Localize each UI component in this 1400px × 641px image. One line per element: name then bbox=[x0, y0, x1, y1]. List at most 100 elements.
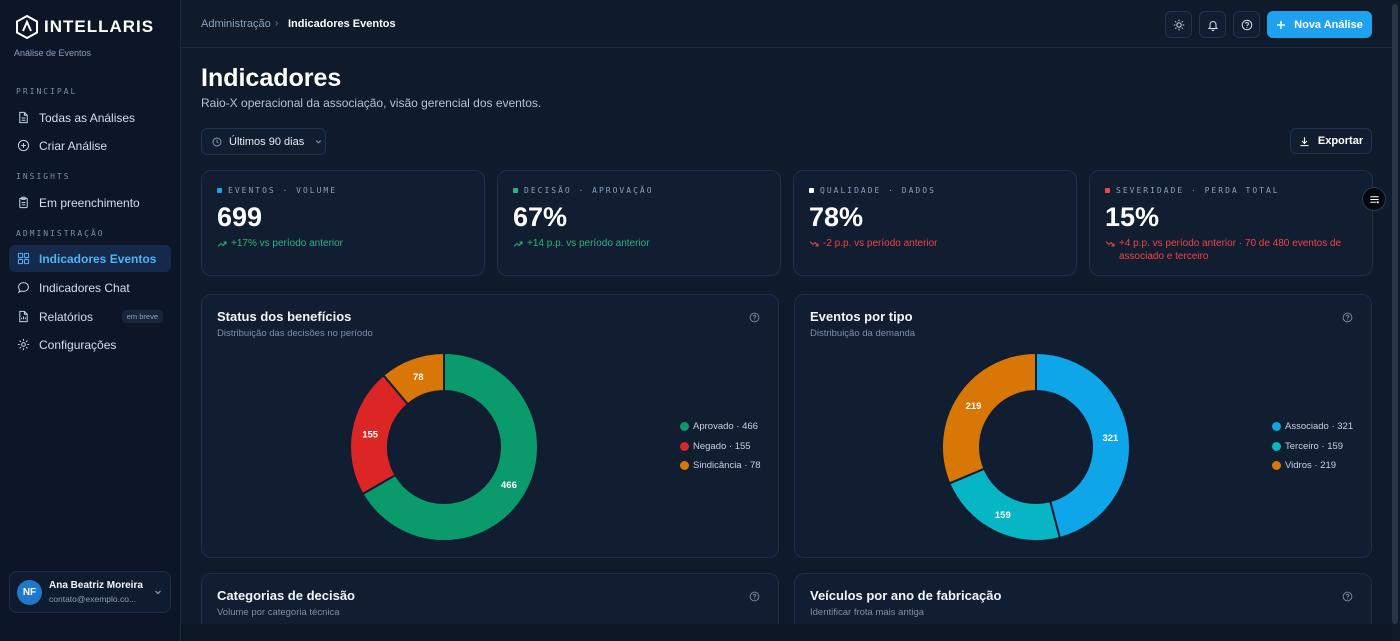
sidebar-item-em-preenchimento[interactable]: Em preenchimento bbox=[9, 189, 171, 216]
kpi-dot bbox=[513, 188, 518, 193]
donut-slice-vidros[interactable] bbox=[941, 352, 1037, 485]
export-button[interactable]: Exportar bbox=[1290, 128, 1372, 154]
sidebar-item-indicadores-chat[interactable]: Indicadores Chat bbox=[9, 274, 171, 301]
document-icon bbox=[19, 111, 28, 124]
legend-swatch bbox=[1272, 461, 1281, 471]
clipboard-icon bbox=[19, 196, 28, 209]
kpi-card-severidade: SEVERIDADE · PERDA TOTAL 15% +4 p.p. vs … bbox=[1089, 170, 1373, 276]
legend-label: Associado · 321 bbox=[1285, 421, 1354, 433]
legend-swatch bbox=[680, 461, 689, 471]
sidebar-item-label: Em preenchimento bbox=[39, 195, 140, 210]
slice-value-label: 219 bbox=[966, 401, 982, 412]
legend-item[interactable]: Vidros · 219 bbox=[1272, 456, 1353, 476]
legend-label: Terceiro · 159 bbox=[1285, 440, 1344, 452]
panel-title: Veículos por ano de fabricação bbox=[810, 588, 1002, 603]
top-header: Administração › Indicadores Eventos Nova… bbox=[181, 0, 1400, 48]
sidebar-item-label: Todas as Análises bbox=[39, 110, 136, 125]
new-analysis-label: Nova Análise bbox=[1294, 18, 1363, 31]
kpi-delta: +14 p.p. vs período anterior bbox=[527, 238, 650, 249]
legend-item[interactable]: Sindicância · 78 bbox=[680, 456, 761, 476]
user-name: Ana Beatriz Moreira bbox=[49, 580, 143, 591]
donut-slice-sindicância[interactable] bbox=[381, 352, 445, 406]
user-email: contato@exemplo.co... bbox=[49, 594, 137, 604]
sidebar-item-label: Configurações bbox=[39, 337, 117, 352]
kpi-value: 15% bbox=[1105, 202, 1160, 232]
user-menu[interactable]: NF Ana Beatriz Moreira contato@exemplo.c… bbox=[9, 571, 171, 613]
chat-icon bbox=[17, 282, 29, 294]
panel-subtitle: Distribuição da demanda bbox=[810, 328, 916, 339]
kpi-delta-wrap: +17% vs período anterior bbox=[217, 237, 464, 250]
donut-chart-tipo: 321 159 219 bbox=[941, 352, 1131, 542]
kpi-label: EVENTOS · VOLUME bbox=[228, 186, 338, 195]
intellaris-logo-icon bbox=[16, 15, 38, 39]
help-icon[interactable] bbox=[749, 591, 760, 602]
panel-subtitle: Identificar frota mais antiga bbox=[810, 607, 925, 618]
slice-value-label: 321 bbox=[1102, 433, 1119, 444]
sidebar-item-relatorios[interactable]: Relatórios em breve bbox=[9, 303, 171, 330]
notifications-button[interactable] bbox=[1199, 11, 1226, 38]
help-icon[interactable] bbox=[749, 312, 760, 323]
slice-value-label: 155 bbox=[362, 430, 379, 441]
plus-icon bbox=[1277, 20, 1286, 29]
kpi-value: 78% bbox=[809, 202, 864, 232]
legend-label: Vidros · 219 bbox=[1285, 460, 1337, 472]
sidebar-item-configuracoes[interactable]: Configurações bbox=[9, 331, 171, 358]
legend-item[interactable]: Associado · 321 bbox=[1272, 417, 1353, 437]
kpi-label: DECISÃO · APROVAÇÃO bbox=[524, 186, 654, 195]
chart-legend: Aprovado · 466 Negado · 155 Sindicância · … bbox=[680, 417, 761, 476]
period-value: Últimos 90 dias bbox=[229, 135, 305, 148]
filters-fab[interactable] bbox=[1362, 187, 1386, 211]
sidebar-item-todas-analises[interactable]: Todas as Análises bbox=[9, 104, 171, 131]
period-select[interactable]: Últimos 90 dias bbox=[201, 128, 326, 155]
legend-swatch bbox=[1272, 422, 1281, 432]
slice-value-label: 466 bbox=[501, 480, 517, 491]
legend-swatch bbox=[680, 441, 689, 451]
legend-label: Negado · 155 bbox=[693, 440, 751, 452]
kpi-delta: +4 p.p. vs período anterior · 70 de 480 … bbox=[1119, 238, 1342, 262]
panel-subtitle: Volume por categoria técnica bbox=[217, 607, 340, 618]
donut-slice-aprovado[interactable] bbox=[361, 352, 539, 542]
legend-item[interactable]: Aprovado · 466 bbox=[680, 417, 761, 437]
app-subtitle: Análise de Eventos bbox=[14, 48, 92, 58]
panel-subtitle: Distribuição das decisões no período bbox=[217, 328, 373, 339]
bell-icon bbox=[1207, 20, 1218, 31]
donut-slice-terceiro[interactable] bbox=[948, 467, 1062, 542]
help-icon[interactable] bbox=[1342, 591, 1353, 602]
kpi-dot bbox=[809, 188, 814, 193]
slice-value-label: 78 bbox=[413, 372, 424, 383]
avatar: NF bbox=[17, 579, 42, 605]
coming-soon-badge: em breve bbox=[121, 310, 163, 323]
section-label-principal: PRINCIPAL bbox=[16, 87, 78, 96]
kpi-label-wrap: DECISÃO · APROVAÇÃO bbox=[513, 186, 654, 195]
gear-icon bbox=[17, 338, 30, 351]
breadcrumb-current: Indicadores Eventos bbox=[288, 18, 396, 30]
donut-slice-associado[interactable] bbox=[1035, 352, 1131, 540]
help-button[interactable] bbox=[1233, 11, 1260, 38]
page-subtitle: Raio-X operacional da associação, visão … bbox=[201, 96, 542, 110]
sidebar-item-indicadores-eventos[interactable]: Indicadores Eventos bbox=[9, 245, 171, 272]
bottom-fade bbox=[181, 624, 1392, 641]
legend-label: Aprovado · 466 bbox=[693, 421, 758, 433]
theme-toggle-button[interactable] bbox=[1165, 11, 1192, 38]
sidebar-item-criar-analise[interactable]: Criar Análise bbox=[9, 132, 171, 159]
legend-item[interactable]: Terceiro · 159 bbox=[1272, 437, 1353, 457]
plus-circle-icon bbox=[17, 139, 30, 152]
kpi-delta-wrap: +4 p.p. vs período anterior · 70 de 480 … bbox=[1105, 237, 1352, 263]
scrollbar[interactable] bbox=[1392, 0, 1400, 641]
report-icon bbox=[19, 310, 28, 323]
scrollbar-thumb[interactable] bbox=[1392, 4, 1398, 624]
export-label: Exportar bbox=[1317, 135, 1364, 147]
kpi-dot bbox=[1105, 188, 1110, 193]
new-analysis-button[interactable]: Nova Análise bbox=[1267, 11, 1372, 38]
donut-chart-status: 466 155 78 bbox=[349, 352, 539, 542]
breadcrumb-root[interactable]: Administração bbox=[201, 18, 271, 30]
panel-title: Eventos por tipo bbox=[810, 309, 913, 324]
app-name: INTELLARIS bbox=[44, 17, 155, 36]
brand[interactable]: INTELLARIS bbox=[16, 15, 154, 39]
help-icon[interactable] bbox=[1342, 312, 1353, 323]
clock-icon bbox=[212, 137, 222, 146]
kpi-delta-wrap: +14 p.p. vs período anterior bbox=[513, 237, 760, 250]
legend-item[interactable]: Negado · 155 bbox=[680, 437, 761, 457]
slice-value-label: 159 bbox=[995, 510, 1011, 521]
kpi-delta: -2 p.p. vs período anterior bbox=[823, 238, 938, 249]
